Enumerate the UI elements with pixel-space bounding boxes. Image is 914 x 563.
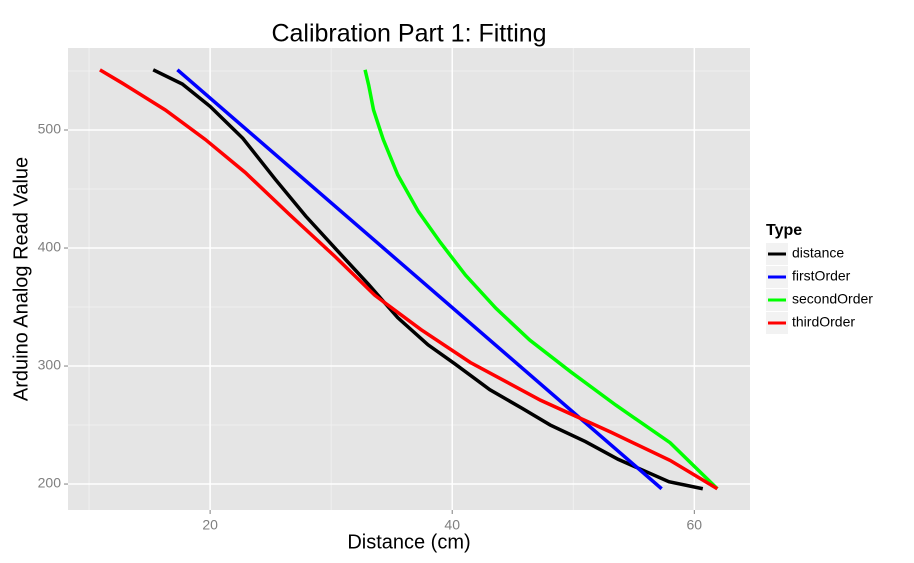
x-tick-label: 40	[444, 517, 460, 533]
x-tick-label: 60	[687, 517, 703, 533]
y-tick-label: 500	[38, 121, 62, 137]
x-axis-title: Distance (cm)	[347, 531, 470, 553]
y-tick-label: 300	[38, 357, 62, 373]
series-line	[152, 68, 704, 491]
legend-label: secondOrder	[792, 291, 873, 307]
x-tick-label: 20	[202, 517, 218, 533]
y-tick-label: 400	[38, 239, 62, 255]
chart-title: Calibration Part 1: Fitting	[271, 20, 546, 48]
y-tick-label: 200	[38, 475, 62, 491]
y-axis-title: Arduino Analog Read Value	[10, 157, 32, 401]
series-line	[99, 68, 719, 491]
legend-label: thirdOrder	[792, 314, 855, 330]
series-line	[363, 69, 719, 491]
legend-label: distance	[792, 245, 844, 261]
legend-label: firstOrder	[792, 268, 851, 284]
plot-panel	[68, 48, 750, 510]
legend-title: Type	[766, 222, 802, 239]
